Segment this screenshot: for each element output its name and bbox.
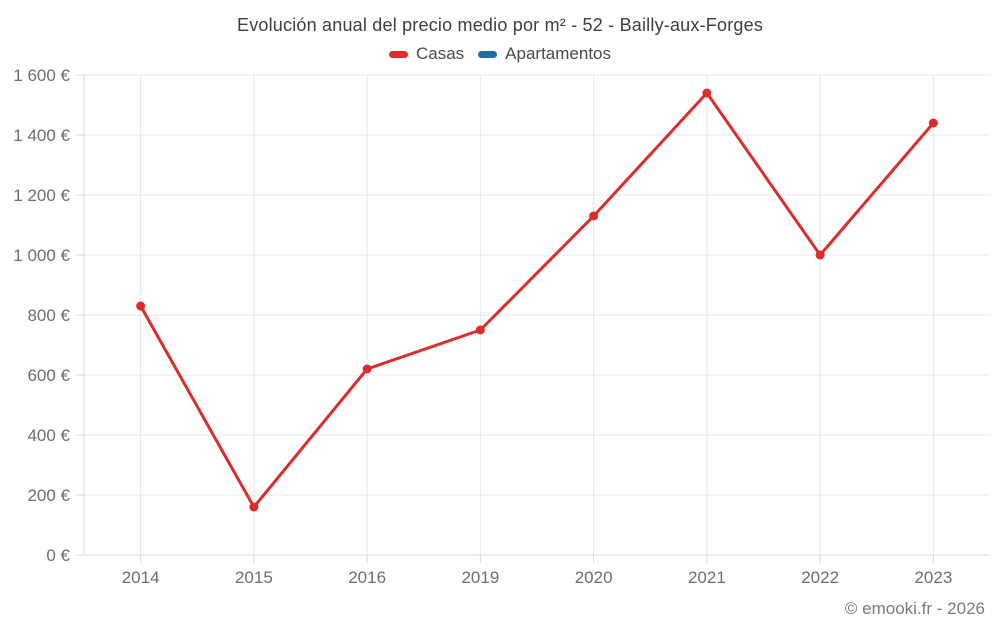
data-point-casas-2016 bbox=[362, 364, 372, 374]
legend-swatch-casas-icon bbox=[388, 50, 408, 58]
y-tick-label: 800 € bbox=[27, 306, 70, 325]
data-point-casas-2022 bbox=[815, 250, 825, 260]
chart-title: Evolución anual del precio medio por m² … bbox=[236, 15, 764, 35]
y-tick-label: 1 000 € bbox=[13, 246, 70, 265]
y-tick-label: 1 600 € bbox=[13, 66, 70, 85]
data-point-casas-2023 bbox=[928, 118, 938, 128]
data-point-casas-2021 bbox=[702, 88, 712, 98]
y-tick-label: 400 € bbox=[27, 426, 70, 445]
legend-item-casas[interactable]: Casas bbox=[388, 44, 465, 64]
legend-label-apartamentos: Apartamentos bbox=[505, 44, 612, 63]
x-tick-label: 2023 bbox=[914, 568, 952, 587]
footer-credit: © emooki.fr - 2026 bbox=[844, 599, 985, 618]
y-tick-label: 0 € bbox=[46, 546, 70, 565]
legend-item-apartamentos[interactable]: Apartamentos bbox=[478, 44, 611, 64]
series-line-casas bbox=[139, 91, 935, 509]
data-point-casas-2014 bbox=[136, 301, 146, 311]
data-point-casas-2015 bbox=[249, 502, 259, 512]
x-tick-label: 2016 bbox=[348, 568, 386, 587]
y-tick-label: 200 € bbox=[27, 486, 70, 505]
legend-swatch-apartamentos-icon bbox=[478, 50, 498, 58]
legend: Casas Apartamentos bbox=[0, 44, 1000, 64]
data-point-casas-2019 bbox=[475, 325, 485, 335]
x-tick-label: 2020 bbox=[575, 568, 613, 587]
x-tick-label: 2015 bbox=[235, 568, 273, 587]
legend-label-casas: Casas bbox=[415, 44, 465, 63]
x-tick-label: 2019 bbox=[461, 568, 499, 587]
y-tick-label: 1 200 € bbox=[13, 186, 70, 205]
data-point-casas-2020 bbox=[589, 211, 599, 221]
y-tick-label: 600 € bbox=[27, 366, 70, 385]
x-tick-label: 2021 bbox=[688, 568, 726, 587]
x-tick-label: 2022 bbox=[801, 568, 839, 587]
y-tick-label: 1 400 € bbox=[13, 126, 70, 145]
x-tick-label: 2014 bbox=[122, 568, 160, 587]
